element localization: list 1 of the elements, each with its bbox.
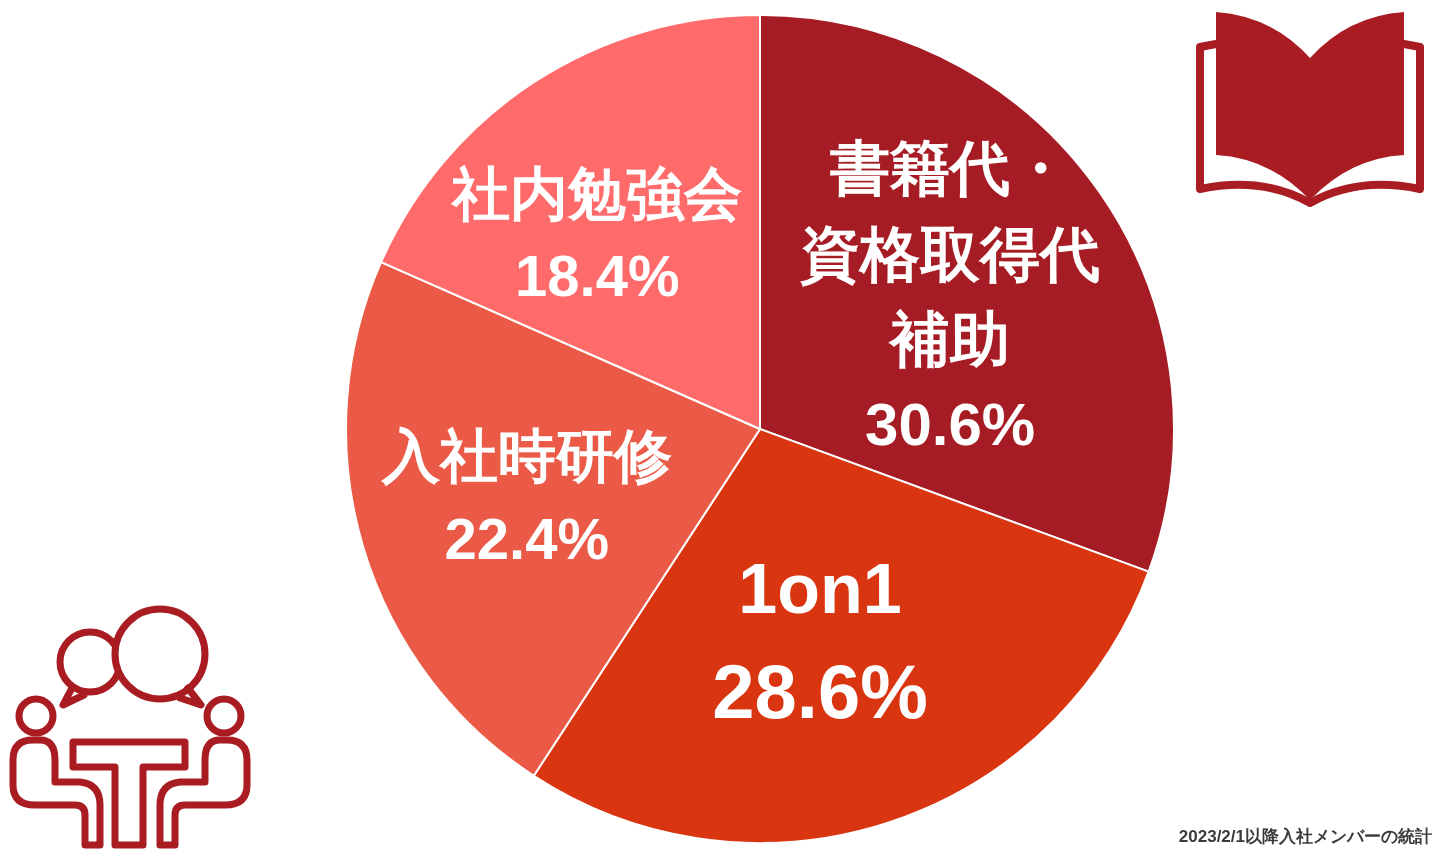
annotation: 2023/2/1以降入社メンバーの統計 [1178, 827, 1432, 846]
